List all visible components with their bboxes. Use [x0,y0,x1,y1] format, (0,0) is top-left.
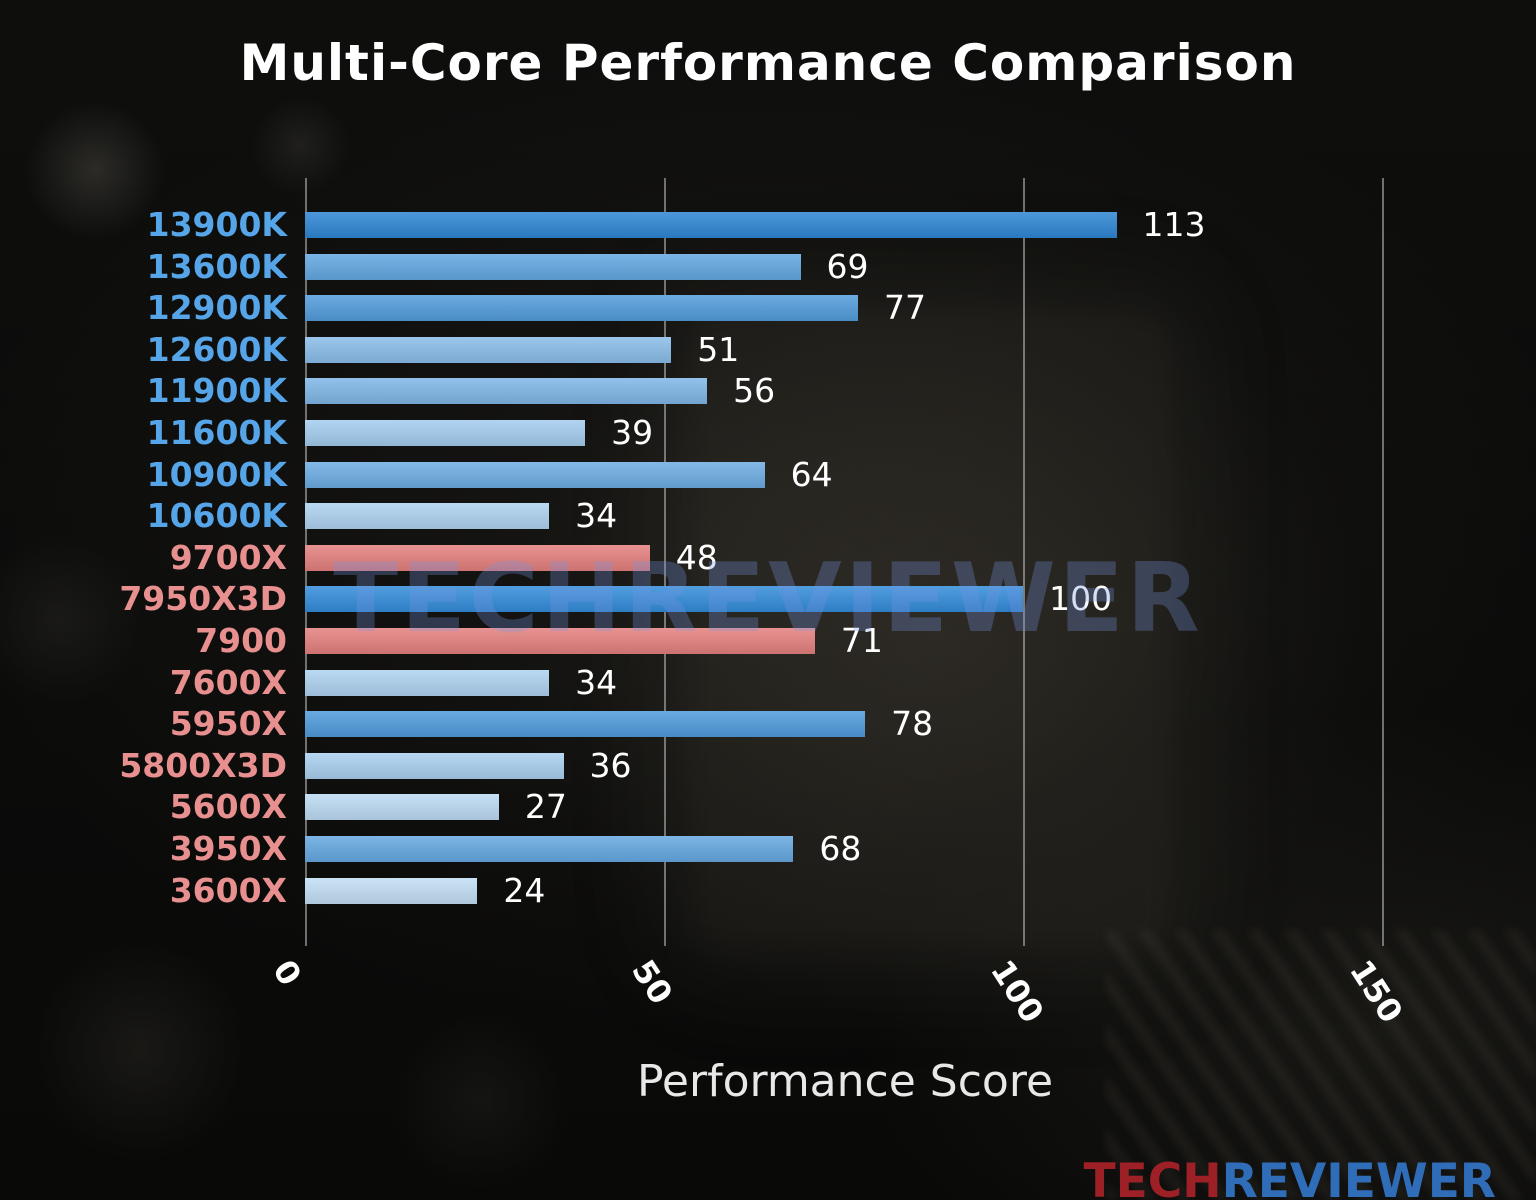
category-label: 7600X [169,662,287,702]
gridline [1023,178,1026,946]
value-label: 34 [575,662,618,702]
bar-5800X3D [305,752,564,779]
chart-row: 5950X 78 [0,703,1536,745]
chart-row: 11900K 56 [0,370,1536,412]
brand-logo: TECHREVIEWER [1084,1154,1496,1200]
x-tick-label: 150 [1342,953,1411,1030]
value-label: 48 [675,537,718,577]
chart-row: 7950X3D 100 [0,578,1536,620]
chart-row: 12900K 77 [0,287,1536,329]
bar-9700X [305,544,650,571]
chart-row: 10900K 64 [0,454,1536,496]
category-label: 12900K [146,288,287,328]
value-label: 113 [1142,205,1206,244]
x-axis-label: Performance Score [636,1056,1054,1107]
value-label: 68 [819,829,862,868]
category-label: 11900K [146,371,287,411]
gridline [664,178,667,946]
category-label: 10600K [146,496,287,536]
value-label: 27 [524,787,567,827]
bar-7600X [305,669,550,696]
chart-row: 12600K 51 [0,329,1536,371]
bar-13600K [305,253,801,280]
bar-7900 [305,628,815,654]
category-label: 3950X [169,829,287,868]
value-label: 34 [575,496,618,536]
heatsink-fins-blur [1106,930,1536,1200]
chart-row: 3950X 68 [0,828,1536,870]
category-label: 3600X [169,870,287,910]
x-tick-label: 100 [983,953,1052,1030]
chart-row: 3600X 24 [0,870,1536,912]
value-label: 39 [611,413,654,452]
bar-7950X3D [305,586,1024,613]
plot-area: 13900K 113 13600K 69 12900K 77 12600K 51 11900K 5… [0,178,1536,1078]
bar-11600K [305,420,586,446]
value-label: 51 [697,329,740,369]
value-label: 36 [589,745,632,785]
bar-5950X [305,711,866,738]
chart-row: 11600K 39 [0,412,1536,454]
bar-3600X [305,877,478,904]
value-label: 71 [840,621,883,660]
category-label: 12600K [146,329,287,369]
chart-row: 7900 71 [0,620,1536,662]
category-label: 5800X3D [119,745,287,785]
chart-row: 7600X 34 [0,662,1536,704]
category-label: 5950X [169,704,287,744]
chart-row: 13900K 113 [0,204,1536,246]
category-label: 11600K [146,413,287,452]
category-label: 9700X [169,537,287,577]
bar-12600K [305,336,672,363]
chart-row: 9700X 48 [0,537,1536,579]
value-label: 64 [790,454,833,494]
bar-13900K [305,212,1117,238]
value-label: 24 [503,870,546,910]
chart-row: 10600K 34 [0,495,1536,537]
value-label: 100 [1049,579,1113,619]
bar-11900K [305,378,708,405]
chart-title: Multi-Core Performance Comparison [239,34,1297,92]
chart-row: 5800X3D 36 [0,745,1536,787]
category-label: 10900K [146,454,287,494]
bar-10900K [305,461,765,488]
value-label: 78 [891,704,934,744]
x-tick-label: 50 [624,953,681,1012]
brand-logo-reviewer: REVIEWER [1221,1154,1496,1200]
category-label: 7950X3D [119,579,287,619]
bar-3950X [305,836,794,862]
chart-row: 13600K 69 [0,246,1536,288]
bar-5600X [305,794,499,821]
value-label: 77 [884,288,926,328]
category-label: 13600K [146,246,287,286]
x-tick-label: 0 [265,953,310,993]
bar-10600K [305,503,550,530]
value-label: 69 [826,246,869,286]
value-label: 56 [733,371,776,411]
chart-row: 5600X 27 [0,786,1536,828]
brand-logo-tech: TECH [1083,1154,1222,1200]
category-label: 5600X [169,787,287,827]
bar-12900K [305,295,858,322]
category-label: 13900K [146,205,287,244]
gridline [1382,178,1385,946]
category-label: 7900 [195,621,287,660]
